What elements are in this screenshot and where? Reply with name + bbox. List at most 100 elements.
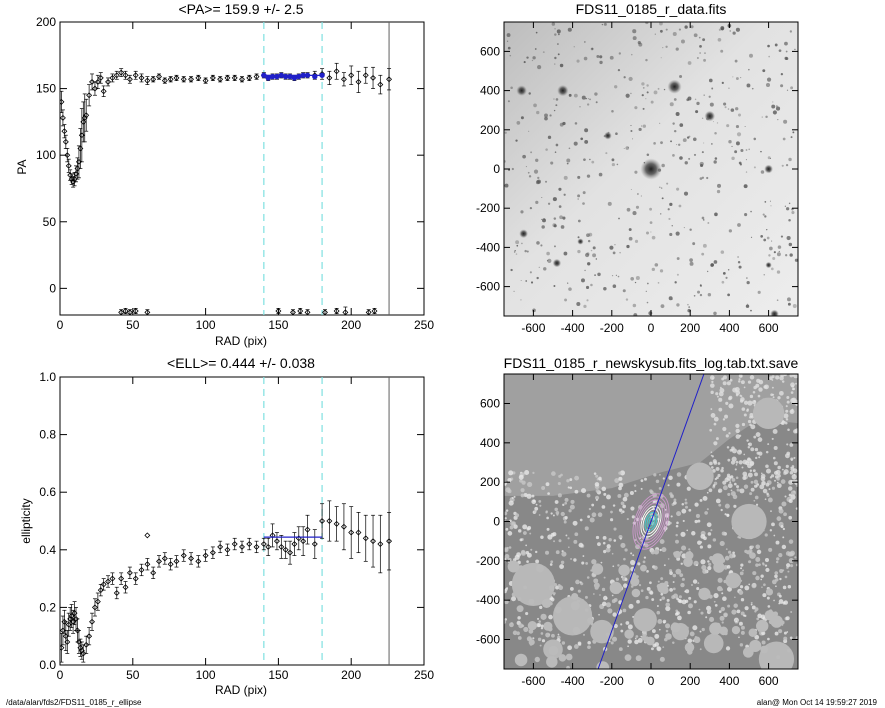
noise-speck xyxy=(773,534,776,537)
noise-speck xyxy=(545,510,548,513)
faint-source xyxy=(699,52,702,54)
noise-speck xyxy=(728,550,732,554)
faint-source xyxy=(589,98,591,101)
masked-source xyxy=(566,665,570,669)
faint-source xyxy=(625,146,630,150)
noise-speck xyxy=(568,509,572,513)
faint-source xyxy=(535,31,538,34)
noise-speck xyxy=(741,407,746,411)
faint-source xyxy=(581,95,586,100)
faint-source xyxy=(689,228,692,231)
faint-source xyxy=(671,225,673,227)
noise-speck xyxy=(546,516,549,520)
noise-speck xyxy=(781,380,785,383)
noise-speck xyxy=(539,605,543,610)
noise-speck xyxy=(540,632,544,635)
noise-speck xyxy=(724,555,730,561)
x-tick-label: 50 xyxy=(126,318,140,332)
masked-source xyxy=(670,622,681,633)
noise-speck xyxy=(700,611,704,615)
noise-speck xyxy=(715,466,720,471)
faint-source xyxy=(708,78,713,83)
noise-speck xyxy=(651,647,654,651)
noise-speck xyxy=(736,609,741,614)
faint-source xyxy=(775,105,778,108)
masked-source xyxy=(765,588,774,596)
faint-source xyxy=(506,33,511,38)
noise-speck xyxy=(771,375,775,379)
noise-speck xyxy=(755,432,761,438)
noise-speck xyxy=(721,377,725,381)
noise-speck xyxy=(567,546,570,549)
noise-speck xyxy=(540,535,544,540)
faint-source xyxy=(714,157,718,160)
noise-speck xyxy=(781,544,787,550)
masked-source xyxy=(587,617,594,624)
faint-source xyxy=(693,153,697,156)
faint-source xyxy=(605,152,608,155)
masked-source xyxy=(665,633,672,640)
faint-source xyxy=(745,159,747,161)
noise-speck xyxy=(710,383,715,388)
noise-speck xyxy=(537,617,540,620)
faint-source xyxy=(687,96,692,101)
noise-speck xyxy=(665,629,669,633)
faint-source xyxy=(774,43,778,47)
faint-source xyxy=(582,202,585,205)
noise-speck xyxy=(742,569,745,572)
masked-source xyxy=(686,462,714,490)
noise-speck xyxy=(750,487,755,492)
masked-source xyxy=(565,653,573,661)
noise-speck xyxy=(730,448,734,451)
noise-speck xyxy=(747,380,752,384)
noise-speck xyxy=(577,589,581,593)
noise-speck xyxy=(611,636,618,642)
noise-speck xyxy=(591,512,597,518)
footer-user-timestamp: alan@ Mon Oct 14 19:59:27 2019 xyxy=(756,698,877,707)
noise-speck xyxy=(791,474,797,480)
masked-source xyxy=(624,654,632,661)
faint-source xyxy=(635,205,640,209)
faint-source xyxy=(590,47,594,51)
noise-speck xyxy=(685,505,689,509)
noise-speck xyxy=(580,582,584,586)
noise-speck xyxy=(662,477,665,480)
data-point xyxy=(94,78,101,85)
noise-speck xyxy=(569,504,575,510)
noise-speck xyxy=(713,422,717,426)
faint-source xyxy=(522,154,526,159)
data-point xyxy=(167,76,174,83)
data-point xyxy=(224,74,231,81)
noise-speck xyxy=(526,552,532,558)
x-tick-label: 250 xyxy=(414,668,434,682)
noise-speck xyxy=(773,470,779,476)
faint-source xyxy=(659,29,663,33)
noise-speck xyxy=(560,560,565,565)
faint-source xyxy=(533,103,537,108)
noise-speck xyxy=(718,503,722,507)
faint-source xyxy=(587,262,591,266)
faint-source xyxy=(707,222,710,224)
faint-source xyxy=(547,135,552,140)
noise-speck xyxy=(560,511,565,517)
noise-speck xyxy=(592,593,595,595)
faint-source xyxy=(702,243,707,248)
noise-speck xyxy=(739,585,744,589)
noise-speck xyxy=(567,486,570,489)
data-point xyxy=(138,74,145,81)
noise-speck xyxy=(793,456,796,459)
noise-speck xyxy=(774,631,779,636)
faint-source xyxy=(706,176,709,180)
noise-speck xyxy=(606,494,611,500)
noise-speck xyxy=(565,534,568,537)
masked-source xyxy=(711,553,725,566)
faint-source xyxy=(634,106,638,110)
noise-speck xyxy=(789,550,795,556)
noise-speck xyxy=(737,535,740,539)
axes-frame xyxy=(59,21,425,316)
faint-source xyxy=(642,124,646,128)
bright-source xyxy=(577,238,584,245)
noise-speck xyxy=(715,437,719,441)
noise-speck xyxy=(531,494,535,498)
faint-source xyxy=(611,109,614,113)
